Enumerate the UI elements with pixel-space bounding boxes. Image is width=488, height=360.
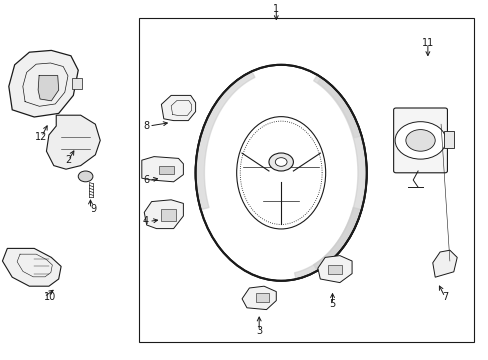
Polygon shape <box>313 75 366 271</box>
Circle shape <box>394 122 445 159</box>
Polygon shape <box>294 207 361 279</box>
Polygon shape <box>317 256 351 283</box>
Polygon shape <box>195 71 254 210</box>
Polygon shape <box>38 76 59 101</box>
Bar <box>159 166 173 174</box>
Text: 6: 6 <box>142 175 149 185</box>
Polygon shape <box>9 50 78 117</box>
Polygon shape <box>2 248 61 286</box>
Text: 11: 11 <box>421 38 433 48</box>
Bar <box>255 293 269 302</box>
Text: 12: 12 <box>35 132 48 142</box>
Ellipse shape <box>195 65 366 281</box>
Circle shape <box>405 130 434 151</box>
Text: 1: 1 <box>273 4 279 14</box>
Text: 2: 2 <box>65 155 71 165</box>
Circle shape <box>78 171 93 182</box>
Bar <box>72 78 82 89</box>
Polygon shape <box>144 200 183 229</box>
Text: 3: 3 <box>256 326 262 336</box>
FancyBboxPatch shape <box>393 108 447 173</box>
Bar <box>139 18 473 342</box>
Bar <box>443 131 453 148</box>
Text: 7: 7 <box>441 292 447 302</box>
Circle shape <box>275 158 286 166</box>
Polygon shape <box>317 77 361 138</box>
Text: 10: 10 <box>44 292 56 302</box>
Text: 4: 4 <box>142 216 149 226</box>
Ellipse shape <box>236 117 325 229</box>
Polygon shape <box>242 286 276 310</box>
Text: 9: 9 <box>90 204 97 214</box>
Text: 8: 8 <box>142 121 149 131</box>
Bar <box>161 209 176 221</box>
Circle shape <box>268 153 293 171</box>
Bar <box>327 265 342 274</box>
Polygon shape <box>46 115 100 169</box>
Polygon shape <box>161 95 195 121</box>
Polygon shape <box>142 157 183 182</box>
Polygon shape <box>432 250 456 277</box>
Text: 5: 5 <box>329 299 335 309</box>
